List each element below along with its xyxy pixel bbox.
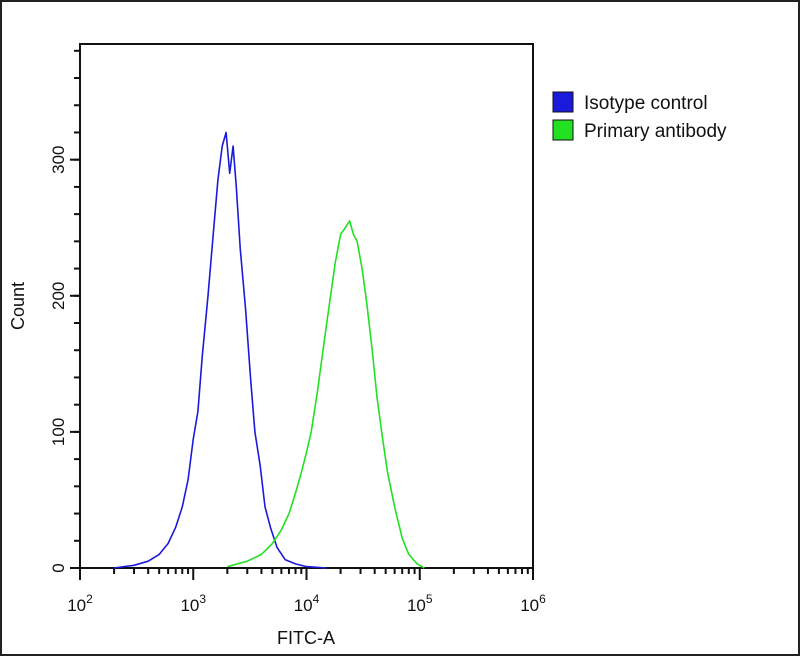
y-axis-label: Count <box>8 282 28 330</box>
x-axis-label: FITC-A <box>277 628 335 648</box>
legend-swatch <box>552 91 574 113</box>
legend-swatch <box>552 119 574 141</box>
x-tick-label: 103 <box>180 592 206 615</box>
y-tick-label: 100 <box>49 418 68 446</box>
series-line-primary-antibody <box>227 220 425 569</box>
x-tick-label: 102 <box>67 592 93 615</box>
x-tick-label: 105 <box>407 592 433 615</box>
x-tick-label: 106 <box>520 592 546 615</box>
legend-label: Isotype control <box>584 93 708 114</box>
x-tick-label: 104 <box>294 592 320 615</box>
y-tick-label: 200 <box>49 282 68 310</box>
series-line-isotype-control <box>113 131 327 569</box>
plot-frame <box>79 43 534 569</box>
y-tick-label: 300 <box>49 146 68 174</box>
y-tick-label: 0 <box>49 563 68 572</box>
legend-label: Primary antibody <box>584 121 727 142</box>
